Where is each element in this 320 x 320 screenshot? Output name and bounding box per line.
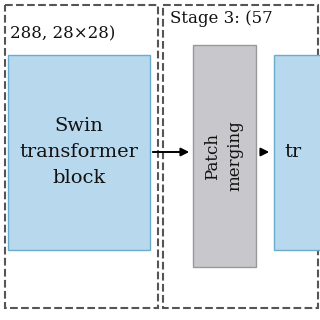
Text: tr: tr	[284, 143, 301, 161]
Bar	[5, 5, 158, 308]
Bar	[274, 55, 320, 250]
Bar	[163, 5, 318, 308]
Bar	[8, 55, 150, 250]
Text: 288, 28×28): 288, 28×28)	[10, 25, 116, 42]
Text: Stage 3: (57: Stage 3: (57	[170, 10, 273, 27]
Text: Patch
merging: Patch merging	[204, 121, 244, 191]
Bar	[193, 45, 256, 267]
Text: Swin
transformer
block: Swin transformer block	[20, 116, 139, 188]
